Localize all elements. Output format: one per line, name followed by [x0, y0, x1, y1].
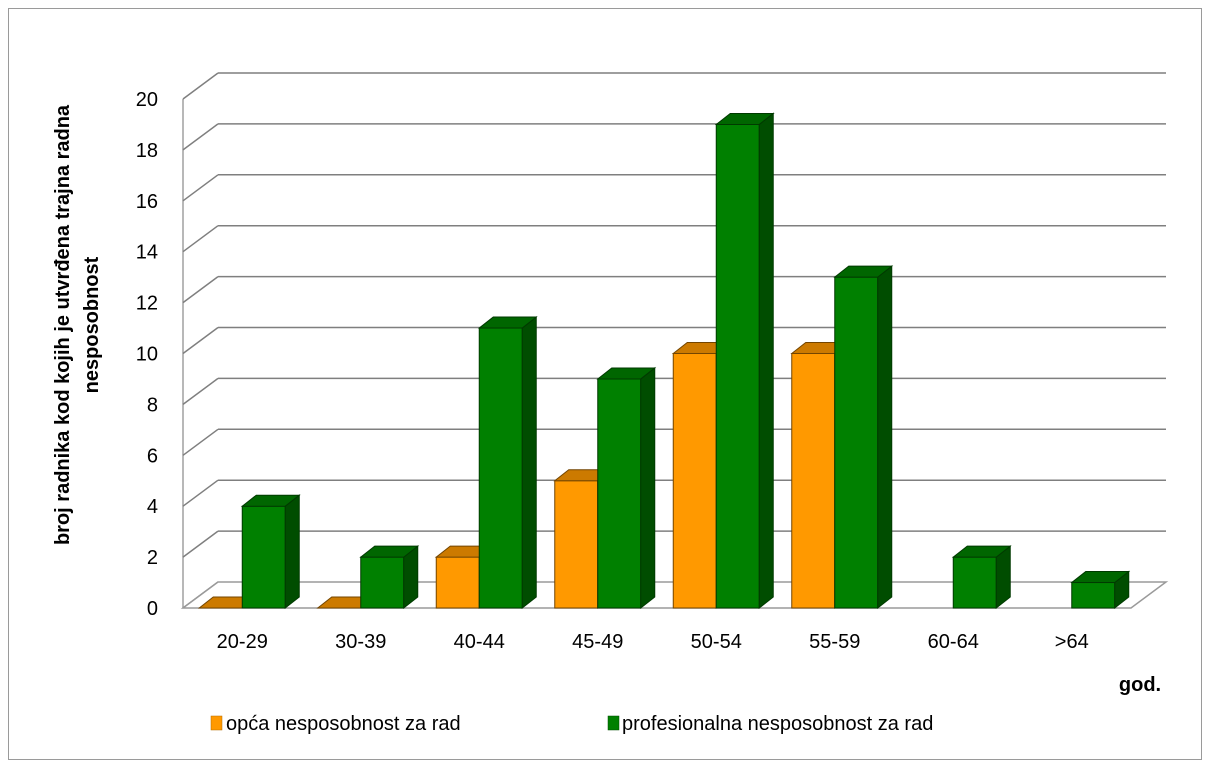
bar-profesionalna [833, 265, 894, 610]
x-tick-labels: 20-29 30-39 40-44 45-49 50-54 55-59 60-64 >64 [217, 631, 1089, 653]
legend-label-opca: opća nesposobnost za rad [226, 713, 461, 735]
gridline-side [182, 377, 219, 406]
y-axis-title-line1: broj radnika kod kojih je utvrđena trajn… [52, 104, 74, 545]
gridline-side [182, 174, 219, 202]
bar-front [478, 327, 523, 609]
bars [197, 112, 1131, 610]
x-tick-label: 55-59 [809, 631, 860, 653]
bar-front [1071, 582, 1116, 609]
bar-profesionalna [596, 366, 657, 610]
gridline-side [182, 326, 219, 355]
y-tick-labels: 0 2 4 6 8 10 12 14 16 18 20 [136, 89, 158, 620]
bar-front [791, 353, 836, 609]
bar-front [241, 505, 286, 609]
bar-top [596, 367, 657, 380]
gridline-side [182, 123, 219, 151]
bar-front [554, 480, 599, 609]
bar-top [477, 316, 538, 329]
y-tick-label: 16 [136, 191, 158, 213]
legend-label-profesionalna: profesionalna nesposobnost za rad [622, 713, 933, 735]
bar-side [877, 265, 893, 610]
y-tick-label: 4 [147, 496, 158, 518]
x-tick-label: 30-39 [335, 631, 386, 653]
gridline-side [182, 225, 219, 253]
gridline-side [182, 428, 219, 456]
bar-front [952, 556, 997, 609]
gridline-side [182, 479, 219, 507]
bar-front [360, 556, 405, 609]
y-tick-label: 20 [136, 89, 158, 111]
y-tick-label: 10 [136, 344, 158, 366]
x-tick-label: >64 [1055, 631, 1089, 653]
bar-front [435, 556, 480, 609]
legend-swatch-profesionalna [607, 715, 620, 731]
bar-profesionalna [714, 112, 775, 610]
legend: opća nesposobnost za rad profesionalna n… [210, 713, 933, 735]
bar-top [1070, 571, 1131, 584]
bar-profesionalna [951, 545, 1012, 610]
x-tick-label: 20-29 [217, 631, 268, 653]
gridline-side [182, 72, 219, 100]
gridline-side [182, 530, 219, 558]
bar-top [240, 494, 301, 507]
bar-top [951, 545, 1012, 558]
legend-swatch-opca [210, 715, 223, 731]
x-tick-label: 50-54 [691, 631, 742, 653]
y-tick-label: 14 [136, 242, 158, 264]
bar-front [834, 276, 879, 609]
y-tick-label: 0 [147, 598, 158, 620]
bar-front [597, 378, 642, 609]
bar-top [714, 112, 775, 125]
x-axis-title: god. [1119, 674, 1161, 696]
bar-top [359, 545, 420, 558]
bar-front [715, 123, 760, 609]
bar-top [833, 265, 894, 278]
bar-profesionalna [240, 494, 301, 610]
y-axis-title-line2: nesposobnost [81, 256, 103, 393]
gridline-side [182, 275, 219, 304]
bar-side [521, 316, 537, 610]
bar-profesionalna [477, 316, 538, 610]
bar-front [672, 353, 717, 609]
y-tick-label: 6 [147, 445, 158, 467]
x-tick-label: 60-64 [928, 631, 979, 653]
x-tick-label: 40-44 [454, 631, 505, 653]
y-tick-label: 18 [136, 140, 158, 162]
bar-profesionalna [1070, 570, 1131, 610]
y-tick-label: 8 [147, 394, 158, 416]
y-tick-label: 12 [136, 293, 158, 315]
x-tick-label: 45-49 [572, 631, 623, 653]
bar-profesionalna [359, 545, 420, 610]
y-tick-label: 2 [147, 547, 158, 569]
bar-side [640, 366, 656, 610]
bar-side [758, 112, 774, 610]
bar-side [284, 494, 300, 610]
